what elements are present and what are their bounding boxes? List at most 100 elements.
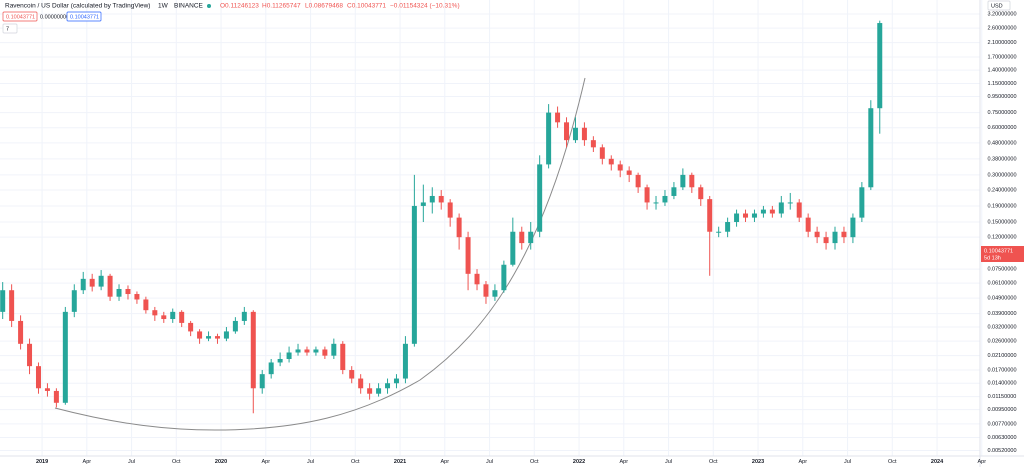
candle-body [528,231,534,244]
y-tick-label: 0.02600000 [987,339,1016,345]
y-tick-label: 2.60000000 [987,26,1016,32]
x-tick-label: Oct [709,459,718,465]
x-tick-label: Apr [441,459,450,465]
candle-body [832,231,838,244]
y-tick-label: 0.01700000 [987,367,1016,373]
ohlc-low: L0.08679468 [305,3,343,10]
x-tick-label: 2020 [215,459,227,465]
candle-body [18,320,24,344]
y-tick-label: 0.01400000 [987,381,1016,387]
candle-body [438,195,444,203]
blue-box[interactable] [66,11,102,22]
y-tick-label: 0.04900000 [987,296,1016,302]
candle-body [367,388,373,394]
y-tick-label: 0.01150000 [988,394,1017,400]
candle-body [376,388,382,394]
candle-body [787,202,793,204]
x-tick-label: 2022 [573,459,585,465]
candle-body [716,231,722,233]
y-tick-label: 0.00770000 [987,421,1016,427]
candle-body [286,352,292,359]
candle-body [653,202,659,204]
candle-body [599,147,605,159]
candle-body [778,202,784,214]
candle-body [0,290,6,312]
x-tick-label: Oct [530,459,539,465]
candle-body [617,164,623,171]
candle-body [125,288,131,295]
candle-body [331,343,337,356]
candle-body [608,158,614,165]
ohlc-open: O0.11246123 [220,3,259,10]
y-tick-label: 0.19000000 [987,203,1016,209]
candle-body [465,237,471,274]
y-tick-label: 0.60000000 [987,125,1016,131]
y-tick-label: 0.30000000 [987,172,1016,178]
candle-body [447,202,453,218]
y-tick-label: 0.24000000 [987,188,1016,194]
candle-body [483,284,489,297]
candle-body [295,349,301,353]
candle-body [743,213,749,218]
candle-body [179,311,185,323]
x-tick-label: Jul [307,459,314,465]
candle-body [152,310,158,316]
candle-body [519,231,525,244]
candle-body [429,195,435,203]
grid [0,0,983,456]
candle-body [393,378,399,384]
x-tick-label: Apr [978,459,987,465]
candle-body [277,358,283,363]
candle-body [259,374,265,389]
candle-body [555,112,561,123]
candle-body [223,331,229,339]
drawn-curve [54,77,586,431]
currency-button[interactable] [987,0,1011,11]
x-tick-label: Apr [799,459,808,465]
candle-body [474,273,480,285]
x-tick-label: Oct [172,459,181,465]
candle-body [116,288,122,297]
symbol: Ravencoin / US Dollar (calculated by Tra… [5,3,150,10]
interval: 1W [158,3,169,10]
candle-body [671,187,677,196]
x-tick-label: 2023 [752,459,764,465]
ohlc-high: H0.11265747 [262,3,301,10]
candle-body [734,213,740,223]
axes: 3.20000000 2.60000000 2.10000000 1.70000000… [36,11,1017,465]
x-tick-label: Jul [128,459,135,465]
y-tick-label: 0.75000000 [987,110,1016,116]
ohlc-change: −0.01154324 (−10.31%) [390,3,460,10]
candle-body [232,320,238,332]
y-tick-label: 1.40000000 [987,68,1016,74]
y-tick-label: 0.95000000 [987,94,1016,100]
candle-body [644,187,650,203]
candle-body [268,362,274,375]
candle-body [107,275,113,297]
x-tick-label: Jul [844,459,851,465]
candle-body [760,209,766,214]
y-tick-label: 0.48000000 [987,140,1016,146]
x-tick-label: Jul [665,459,672,465]
y-tick-label: 0.00950000 [987,407,1016,413]
candle-body [9,290,15,321]
candle-body [823,237,829,244]
candle-body [188,322,194,332]
y-tick-label: 0.38000000 [987,156,1016,162]
candle-body [537,164,543,232]
price-box[interactable] [2,11,38,22]
y-tick-label: 0.00630000 [987,435,1016,441]
x-tick-label: Apr [83,459,92,465]
collapse-button[interactable] [2,23,18,34]
candle-body [769,209,775,214]
y-tick-label: 0.15000000 [987,219,1016,225]
y-tick-label: 0.06100000 [987,281,1016,287]
blue-box-text: 0.10043771 [70,14,99,20]
price-tag-countdown: 5d 13h [984,255,1001,261]
candle-body [313,349,319,353]
candle-body [572,127,578,141]
candle-body [841,231,847,238]
status-dot [207,4,211,8]
candle-body [304,349,310,353]
